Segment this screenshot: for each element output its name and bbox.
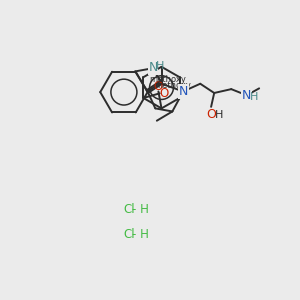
Text: N: N <box>148 61 158 74</box>
Text: Cl: Cl <box>123 228 135 241</box>
Text: methoxy: methoxy <box>149 75 186 84</box>
Text: Cl: Cl <box>123 203 135 216</box>
Text: methoxy: methoxy <box>154 81 191 90</box>
Text: - H: - H <box>132 228 149 241</box>
Text: O: O <box>159 87 168 100</box>
Text: - H: - H <box>132 203 149 216</box>
Text: H: H <box>156 61 164 71</box>
Text: N: N <box>178 85 188 98</box>
Text: O: O <box>154 80 163 93</box>
Text: N: N <box>242 89 251 102</box>
Text: H: H <box>250 92 258 102</box>
Text: O: O <box>206 108 216 122</box>
Text: H: H <box>215 110 223 120</box>
